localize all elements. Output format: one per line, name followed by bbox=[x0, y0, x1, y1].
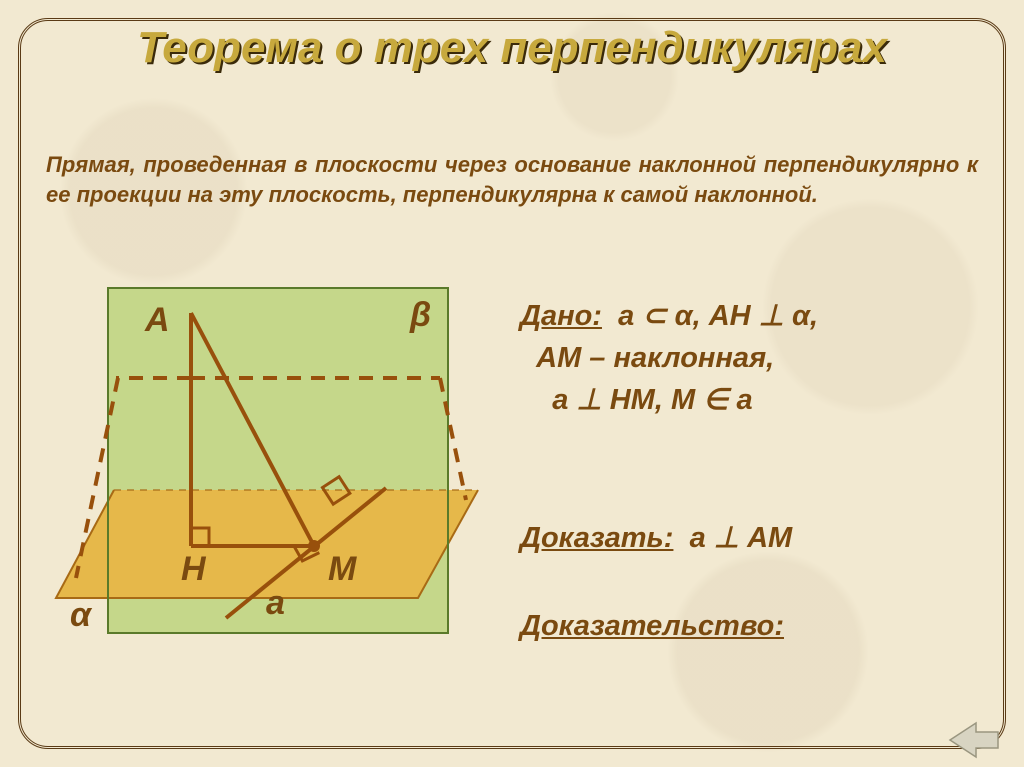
given-line1: а ⊂ α, АН ⊥ α, bbox=[618, 300, 818, 332]
given-block: Дано: а ⊂ α, АН ⊥ α, АМ – наклонная, а ⊥… bbox=[520, 295, 978, 421]
svg-text:α: α bbox=[70, 596, 93, 634]
given-line3: а ⊥ НМ, М ∈ а bbox=[552, 384, 752, 416]
svg-text:Н: Н bbox=[181, 550, 207, 588]
svg-text:А: А bbox=[144, 301, 170, 339]
given-label: Дано: bbox=[520, 300, 602, 332]
slide-title: Теорема о трех перпендикулярах bbox=[0, 24, 1024, 72]
proof-label: Доказательство: bbox=[520, 610, 978, 643]
theorem-statement: Прямая, проведенная в плоскости через ос… bbox=[46, 150, 978, 209]
prove-block: Доказать: а ⊥ АМ bbox=[520, 520, 978, 555]
svg-text:М: М bbox=[328, 550, 357, 588]
prove-text: а ⊥ АМ bbox=[690, 522, 793, 554]
svg-text:β: β bbox=[409, 296, 431, 334]
given-line2: АМ – наклонная, bbox=[536, 342, 774, 374]
svg-text:а: а bbox=[266, 584, 285, 622]
prove-label: Доказать: bbox=[520, 522, 673, 554]
prev-slide-button[interactable] bbox=[946, 719, 1000, 761]
geometry-diagram: А Н Ма α β bbox=[46, 278, 486, 668]
